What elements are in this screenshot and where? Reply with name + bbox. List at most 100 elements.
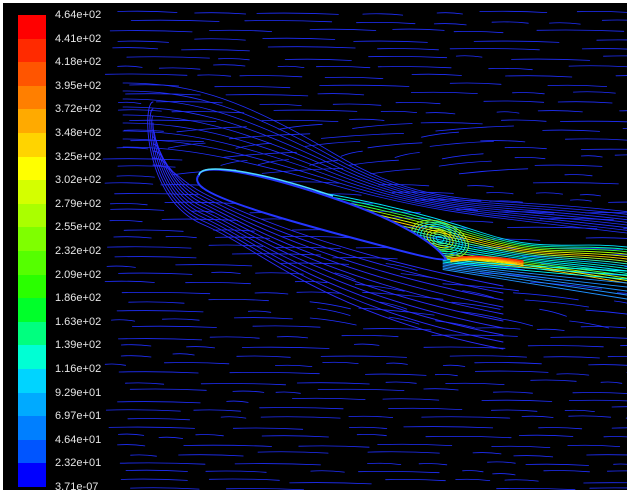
freestream-line [572,392,627,394]
freestream-line [258,159,289,165]
freestream-line [104,73,188,76]
freestream-line [118,272,193,275]
freestream-line [241,346,330,349]
freestream-line [117,109,162,112]
freestream-line [367,462,402,465]
colorbar-segment [18,156,46,181]
freestream-line [211,271,241,274]
freestream-line [200,383,286,386]
freestream-line [117,65,143,68]
freestream-line [496,487,576,490]
freestream-line [167,142,206,149]
freestream-line [600,381,623,384]
colorbar-label: 3.25e+02 [55,150,102,163]
freestream-line [488,67,533,71]
freestream-line [117,444,146,447]
colorbar-segment [18,15,46,40]
freestream-line [603,55,627,57]
colorbar-label: 4.64e+02 [55,9,102,21]
freestream-line [118,371,199,374]
freestream-line [284,58,352,61]
freestream-line [183,444,272,447]
freestream-line [232,390,265,393]
freestream-line [125,469,188,472]
freestream-line [385,381,417,384]
freestream-line [611,427,627,429]
freestream-line [236,355,291,358]
freestream-line [130,139,204,143]
freestream-line [194,12,247,15]
freestream-line [479,272,562,281]
freestream-line [379,301,408,310]
freestream-line [581,48,627,50]
freestream-line [479,10,548,13]
upper-streamline [122,98,627,218]
freestream-line [233,317,293,320]
flow-viewport: 4.64e+02 4.41e+02 4.18e+02 3.95e+02 3.72e+02… [3,3,627,490]
freestream-line [524,299,589,308]
freestream-line [543,356,600,359]
colorbar-label: 3.71e-07 [55,481,99,490]
freestream-line [388,407,463,410]
freestream-line [429,141,494,147]
freestream-line [129,388,207,391]
freestream-line [123,229,184,232]
freestream-line [388,316,420,325]
freestream-line [118,101,142,104]
freestream-line [457,262,525,271]
freestream-line [453,30,504,34]
freestream-line [385,263,418,271]
freestream-line [370,168,421,175]
freestream-line [615,75,627,77]
freestream-line [349,118,385,121]
vortex-streamline [432,233,448,245]
freestream-line [480,140,526,143]
freestream-line [162,318,200,321]
freestream-line [550,336,627,339]
freestream-line [570,199,592,202]
colorbar-label: 1.16e+02 [55,363,102,375]
freestream-line [164,362,230,365]
freestream-line [120,344,152,347]
freestream-line [382,398,440,401]
freestream-line [178,454,244,457]
freestream-line [158,436,183,439]
freestream-line [358,307,435,316]
freestream-line [209,29,273,32]
freestream-line [603,436,627,438]
freestream-line [208,244,264,247]
freestream-line [377,66,452,69]
freestream-line [623,227,627,229]
freestream-line [367,451,440,454]
leading-edge-streamline [152,157,504,294]
freestream-line [181,49,250,52]
freestream-line [220,416,247,419]
freestream-line [613,463,627,465]
freestream-line [309,28,377,31]
freestream-line [363,328,432,331]
freestream-line [435,320,475,329]
freestream-line [130,454,157,457]
freestream-line [492,473,516,476]
freestream-line [110,203,148,206]
colorbar-label: 4.64e+01 [55,433,102,446]
colorbar-label: 3.72e+02 [55,103,102,116]
freestream-line [298,445,370,448]
freestream-line [114,193,199,196]
freestream-line [116,147,149,150]
freestream-line [534,164,603,167]
colorbar-label: 2.32e+01 [55,457,102,470]
freestream-line [607,470,627,472]
colorbar-label: 4.18e+02 [55,56,102,69]
freestream-line [317,388,405,391]
freestream-line [614,300,627,304]
freestream-line [580,326,626,329]
freestream-line [116,310,204,313]
freestream-line [261,119,339,122]
colorbar-label: 6.97e+01 [55,410,102,423]
freestream-line [525,463,589,466]
freestream-line [395,101,441,105]
freestream-line [421,416,511,419]
freestream-line [296,382,370,385]
trailing-streamline [442,267,627,296]
